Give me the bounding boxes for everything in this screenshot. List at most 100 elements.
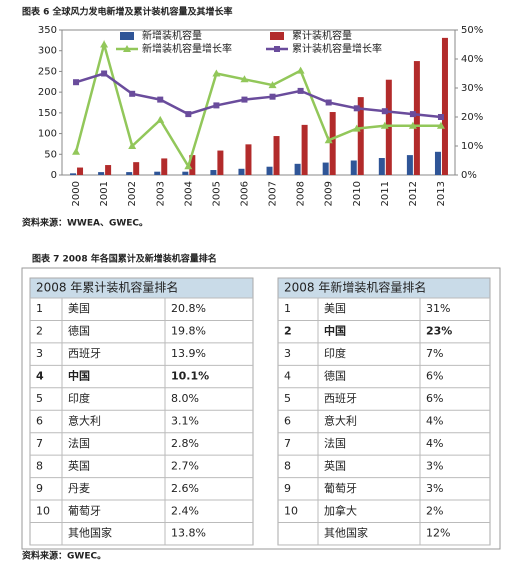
share: 2.6% xyxy=(171,482,199,495)
x-tick-label: 2000 xyxy=(71,181,82,206)
bar xyxy=(385,79,392,175)
rank: 1 xyxy=(284,302,291,315)
plot-area xyxy=(61,29,456,176)
bar xyxy=(98,172,105,175)
share: 19.8% xyxy=(171,325,206,338)
marker xyxy=(185,111,192,118)
rank: 6 xyxy=(284,414,291,427)
bar xyxy=(434,151,441,175)
x-tick-label: 2009 xyxy=(324,181,335,206)
x-tick-label: 2007 xyxy=(268,181,279,206)
country: 意大利 xyxy=(324,413,357,427)
marker xyxy=(269,93,276,100)
y2-tick-label: 50% xyxy=(461,25,483,36)
rank: 7 xyxy=(284,437,291,450)
y-tick-label: 150 xyxy=(38,108,57,119)
table-border xyxy=(277,277,491,546)
share: 7% xyxy=(426,347,443,360)
share: 20.8% xyxy=(171,302,206,315)
country: 美国 xyxy=(68,302,90,315)
x-tick-label: 2010 xyxy=(352,181,363,206)
rank: 2 xyxy=(284,325,292,338)
bar xyxy=(322,162,329,175)
legend-label: 新增装机容量 xyxy=(142,29,202,42)
bar xyxy=(210,170,217,175)
y2-tick-label: 40% xyxy=(461,54,483,65)
marker xyxy=(157,96,164,103)
bar xyxy=(294,163,301,175)
share: 3.1% xyxy=(171,414,199,427)
legend-marker xyxy=(123,45,131,52)
y2-tick-label: 30% xyxy=(461,83,483,94)
country: 德国 xyxy=(324,369,346,383)
bar xyxy=(70,173,77,175)
y-tick-label: 350 xyxy=(38,25,57,36)
rank: 8 xyxy=(284,459,291,472)
rank: 4 xyxy=(36,370,44,383)
legend-swatch xyxy=(270,32,284,40)
y2-tick-label: 0% xyxy=(461,170,477,181)
figure-title: 图表 6 全球风力发电新增及累计装机容量及其增长率 xyxy=(22,6,233,18)
country: 印度 xyxy=(324,346,346,360)
legend-label: 新增装机容量增长率 xyxy=(142,42,232,55)
bar xyxy=(133,162,140,175)
marker xyxy=(381,108,388,115)
figure-title: 图表 7 2008 年各国累计及新增装机容量排名 xyxy=(32,253,217,265)
country: 英国 xyxy=(68,458,90,472)
marker xyxy=(352,124,361,132)
rank: 1 xyxy=(36,302,43,315)
x-tick-label: 2005 xyxy=(211,181,222,206)
bar xyxy=(161,158,168,175)
x-tick-label: 2013 xyxy=(436,181,447,206)
share: 2% xyxy=(426,504,443,517)
marker xyxy=(408,121,417,129)
y2-tick-label: 20% xyxy=(461,112,483,123)
x-tick-label: 2006 xyxy=(239,181,250,206)
marker xyxy=(73,79,80,86)
bar xyxy=(182,171,189,175)
marker xyxy=(212,69,221,77)
rank: 10 xyxy=(284,504,298,517)
y-tick-label: 300 xyxy=(38,46,57,57)
share: 12% xyxy=(426,527,450,540)
share: 13.9% xyxy=(171,347,206,360)
bar xyxy=(406,155,413,175)
y-tick-label: 0 xyxy=(51,170,57,181)
country: 美国 xyxy=(324,302,346,315)
share: 4% xyxy=(426,437,443,450)
rank: 5 xyxy=(284,392,291,405)
y-tick-label: 200 xyxy=(38,87,57,98)
table-header-bg xyxy=(278,278,490,298)
marker xyxy=(213,102,220,109)
x-tick-label: 2012 xyxy=(408,181,419,206)
bar xyxy=(245,144,252,175)
rank: 6 xyxy=(36,414,43,427)
bar xyxy=(413,61,420,176)
marker xyxy=(101,70,108,77)
country: 法国 xyxy=(324,436,346,450)
country: 葡萄牙 xyxy=(68,504,101,517)
x-tick-label: 2004 xyxy=(183,181,194,206)
bar xyxy=(350,160,357,175)
rank: 7 xyxy=(36,437,43,450)
share: 3% xyxy=(426,459,443,472)
country: 丹麦 xyxy=(68,482,90,495)
bar xyxy=(126,172,133,175)
marker xyxy=(325,99,332,106)
marker xyxy=(268,81,277,89)
rank: 9 xyxy=(284,482,291,495)
share: 31% xyxy=(426,302,450,315)
share: 6% xyxy=(426,370,443,383)
marker xyxy=(128,142,137,149)
country: 意大利 xyxy=(68,413,101,427)
x-tick-label: 2011 xyxy=(380,181,391,206)
bar xyxy=(378,158,385,175)
bar xyxy=(329,112,336,175)
bar xyxy=(357,97,364,175)
marker xyxy=(437,114,444,120)
bar xyxy=(273,136,280,175)
bar xyxy=(154,171,161,175)
rank: 3 xyxy=(36,347,43,360)
